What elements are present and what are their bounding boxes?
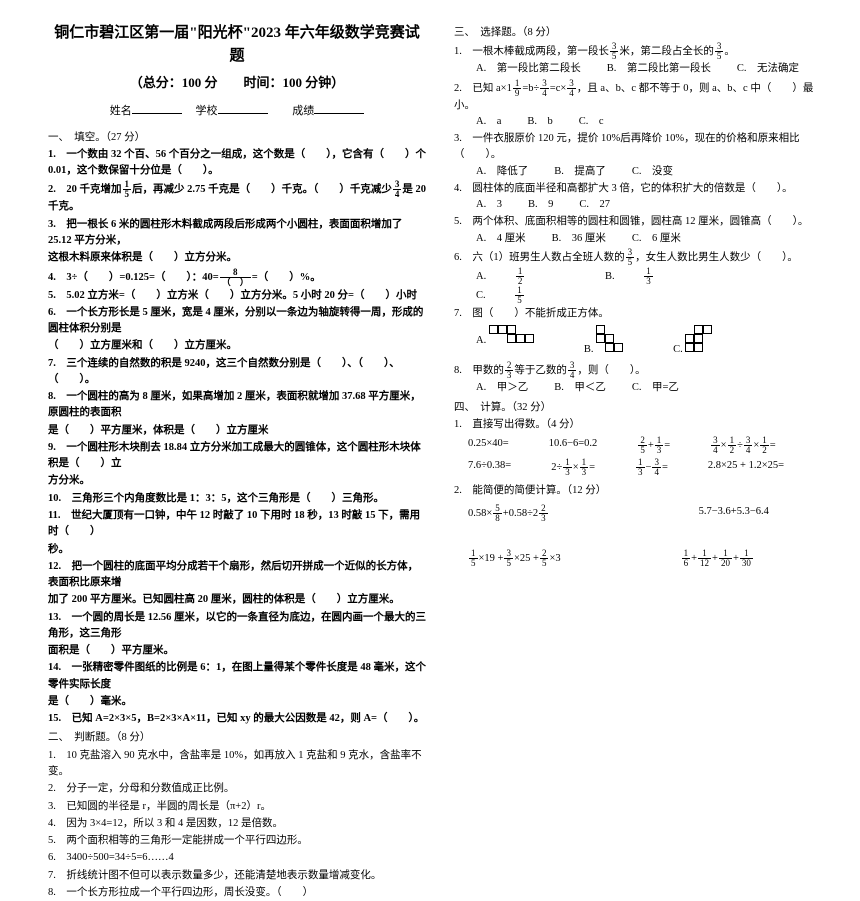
school-label: 学校 xyxy=(196,105,218,117)
fill-q7: 7. 三个连续的自然数的积是 9240，这三个自然数分别是（ ）、（ ）、（ ）… xyxy=(48,356,426,389)
calc-row1: 0.25×40= 10.6−6=0.2 25+13= 34×12÷34×12= xyxy=(454,436,832,455)
section-choice: 三、 选择题。（8 分） xyxy=(454,25,832,41)
calc-simp2: 15×19 +35×25 +25×3 16+112+120+130 xyxy=(454,549,832,568)
calc-simp1: 0.58×58+0.58÷223 5.7−3.6+5.3−6.4 xyxy=(454,504,832,523)
choice-c7: 7. 图（ ）不能折成正方体。 xyxy=(454,306,832,322)
fill-q8b: 是（ ）平方厘米，体积是（ ）立方厘米 xyxy=(48,423,426,439)
fill-q5: 5. 5.02 立方米=（ ）立方米（ ）立方分米。5 小时 20 分=（ ）小… xyxy=(48,288,426,304)
judge-j4: 4. 因为 3×4=12，所以 3 和 4 是因数，12 是倍数。 xyxy=(48,816,426,832)
fill-q11a: 11. 世纪大厦顶有一口钟，中午 12 时敲了 10 下用时 18 秒，13 时… xyxy=(48,508,426,541)
fill-q11b: 秒。 xyxy=(48,542,426,558)
choice-c8: 8. 甲数的23等于乙数的34，则（ ）。 xyxy=(454,361,832,380)
fill-q9a: 9. 一个圆柱形木块削去 18.84 立方分米加工成最大的圆锥体，这个圆柱形木块… xyxy=(48,440,426,473)
choice-c1: 1. 一根木棒截成两段，第一段长35米，第二段占全长的35。 xyxy=(454,42,832,61)
choice-c6-opts: A. 12 B. 13 C. 15 xyxy=(454,267,832,305)
fill-q15: 15. 已知 A=2×3×5，B=2×3×A×11，已知 xy 的最大公因数是 … xyxy=(48,711,426,727)
section-calc: 四、 计算。（32 分） xyxy=(454,400,832,416)
choice-c5-opts: A. 4 厘米B. 36 厘米C. 6 厘米 xyxy=(454,231,832,247)
fill-q10: 10. 三角形三个内角度数比是 1：3：5，这个三角形是（ ）三角形。 xyxy=(48,491,426,507)
judge-j3: 3. 已知圆的半径是 r，半圆的周长是（π+2）r。 xyxy=(48,799,426,815)
choice-c8-opts: A. 甲＞乙B. 甲＜乙C. 甲=乙 xyxy=(454,380,832,396)
choice-c3: 3. 一件衣服原价 120 元，提价 10%后再降价 10%，现在的价格和原来相… xyxy=(454,131,832,164)
judge-j8: 8. 一个长方形拉成一个平行四边形，周长没变。（ ） xyxy=(48,885,426,901)
judge-j7: 7. 折线统计图不但可以表示数量多少，还能清楚地表示数量增减变化。 xyxy=(48,868,426,884)
choice-c3-opts: A. 降低了B. 提高了C. 没变 xyxy=(454,164,832,180)
section-fill: 一、 填空。（27 分） xyxy=(48,130,426,146)
net-shape-b xyxy=(596,325,623,352)
fill-q12a: 12. 把一个圆柱的底面平均分成若干个扇形，然后切开拼成一个近似的长方体，表面积… xyxy=(48,559,426,592)
fill-q2: 2. 20 千克增加15后，再减少 2.75 千克是（ ）千克。（ ）千克减少3… xyxy=(48,180,426,215)
choice-c6: 6. 六（1）班男生人数占全班人数的35，女生人数比男生人数少（ ）。 xyxy=(454,248,832,267)
student-info-line: 姓名 学校 成绩 xyxy=(48,103,426,120)
left-column: 铜仁市碧江区第一届"阳光杯"2023 年六年级数学竞赛试题 （总分：100 分 … xyxy=(48,22,426,901)
fill-q9b: 方分米。 xyxy=(48,473,426,489)
exam-subtitle: （总分：100 分 时间：100 分钟） xyxy=(48,73,426,93)
judge-j2: 2. 分子一定，分母和分数值成正比例。 xyxy=(48,781,426,797)
calc-row2: 7.6÷0.38= 2÷13×13= 13−34= 2.8×25 + 1.2×2… xyxy=(454,458,832,477)
calc-sub1: 1. 直接写出得数。（4 分） xyxy=(454,417,832,433)
choice-c2: 2. 已知 a×119=b÷34=c×34，且 a、b、c 都不等于 0，则 a… xyxy=(454,79,832,114)
fill-q13a: 13. 一个圆的周长是 12.56 厘米，以它的一条直径为底边，在圆内画一个最大… xyxy=(48,610,426,643)
net-shape-a xyxy=(489,325,534,343)
choice-c4-opts: A. 3B. 9C. 27 xyxy=(454,197,832,213)
choice-c1-opts: A. 第一段比第二段长B. 第二段比第一段长C. 无法确定 xyxy=(454,61,832,77)
right-column: 三、 选择题。（8 分） 1. 一根木棒截成两段，第一段长35米，第二段占全长的… xyxy=(454,22,832,901)
choice-c2-opts: A. aB. bC. c xyxy=(454,114,832,130)
calc-sub2: 2. 能简便的简便计算。（12 分） xyxy=(454,483,832,499)
fill-q13b: 面积是（ ）平方厘米。 xyxy=(48,643,426,659)
choice-c7-shapes: A. B. C. xyxy=(454,325,832,358)
fill-q3b: 这根木料原来体积是（ ）立方分米。 xyxy=(48,250,426,266)
fill-q8a: 8. 一个圆柱的高为 8 厘米，如果高增加 2 厘米，表面积就增加 37.68 … xyxy=(48,389,426,422)
net-shape-c xyxy=(685,325,712,352)
name-label: 姓名 xyxy=(110,105,132,117)
exam-page: 铜仁市碧江区第一届"阳光杯"2023 年六年级数学竞赛试题 （总分：100 分 … xyxy=(48,22,832,901)
exam-title: 铜仁市碧江区第一届"阳光杯"2023 年六年级数学竞赛试题 xyxy=(48,22,426,69)
fill-q6a: 6. 一个长方形长是 5 厘米，宽是 4 厘米，分别以一条边为轴旋转得一周，形成… xyxy=(48,305,426,338)
fill-q4: 4. 3÷（ ）=0.125=（ ）：40=8（ ）=（ ）%。 xyxy=(48,268,426,287)
judge-j5: 5. 两个面积相等的三角形一定能拼成一个平行四边形。 xyxy=(48,833,426,849)
fill-q12b: 加了 200 平方厘米。已知圆柱高 20 厘米，圆柱的体积是（ ）立方厘米。 xyxy=(48,592,426,608)
section-judge: 二、 判断题。（8 分） xyxy=(48,730,426,746)
fill-q3a: 3. 把一根长 6 米的圆柱形木料截成两段后形成两个小圆柱，表面面积增加了 25… xyxy=(48,217,426,250)
fill-q1: 1. 一个数由 32 个百、56 个百分之一组成，这个数是（ ），它含有（ ）个… xyxy=(48,147,426,180)
fill-q6b: （ ）立方厘米和（ ）立方厘米。 xyxy=(48,338,426,354)
fill-q14b: 是（ ）毫米。 xyxy=(48,694,426,710)
fill-q14a: 14. 一张精密零件图纸的比例是 6：1，在图上量得某个零件长度是 48 毫米，… xyxy=(48,660,426,693)
score-label: 成绩 xyxy=(292,105,314,117)
choice-c5: 5. 两个体积、底面积相等的圆柱和圆锥，圆柱高 12 厘米，圆锥高（ ）。 xyxy=(454,214,832,230)
judge-j6: 6. 3400÷500=34÷5=6……4 xyxy=(48,850,426,866)
choice-c4: 4. 圆柱体的底面半径和高都扩大 3 倍，它的体积扩大的倍数是（ ）。 xyxy=(454,181,832,197)
judge-j1: 1. 10 克盐溶入 90 克水中，含盐率是 10%，如再放入 1 克盐和 9 … xyxy=(48,748,426,781)
